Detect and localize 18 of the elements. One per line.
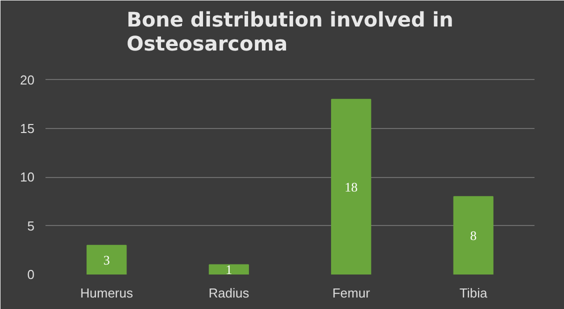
- data-label: 1: [226, 262, 232, 278]
- data-label: 8: [470, 228, 477, 244]
- x-tick-label: Humerus: [80, 286, 134, 300]
- bar: [208, 264, 249, 274]
- data-label: 18: [344, 179, 358, 194]
- x-tick-label: Radius: [208, 286, 250, 300]
- y-tick-label: 0: [27, 267, 35, 282]
- bar: [331, 98, 372, 274]
- y-tick-label: 5: [27, 218, 35, 234]
- x-tick-label: Tibia: [460, 286, 488, 300]
- bar: [453, 196, 494, 274]
- y-tick-label: 10: [20, 170, 35, 185]
- x-tick-label: Femur: [332, 286, 371, 300]
- y-tick-label: 15: [20, 121, 35, 136]
- y-tick-label: 20: [20, 72, 35, 88]
- bar: [86, 244, 127, 274]
- data-label: 3: [103, 252, 110, 268]
- chart-title: Bone distribution involved in Osteosarcoma: [126, 8, 454, 56]
